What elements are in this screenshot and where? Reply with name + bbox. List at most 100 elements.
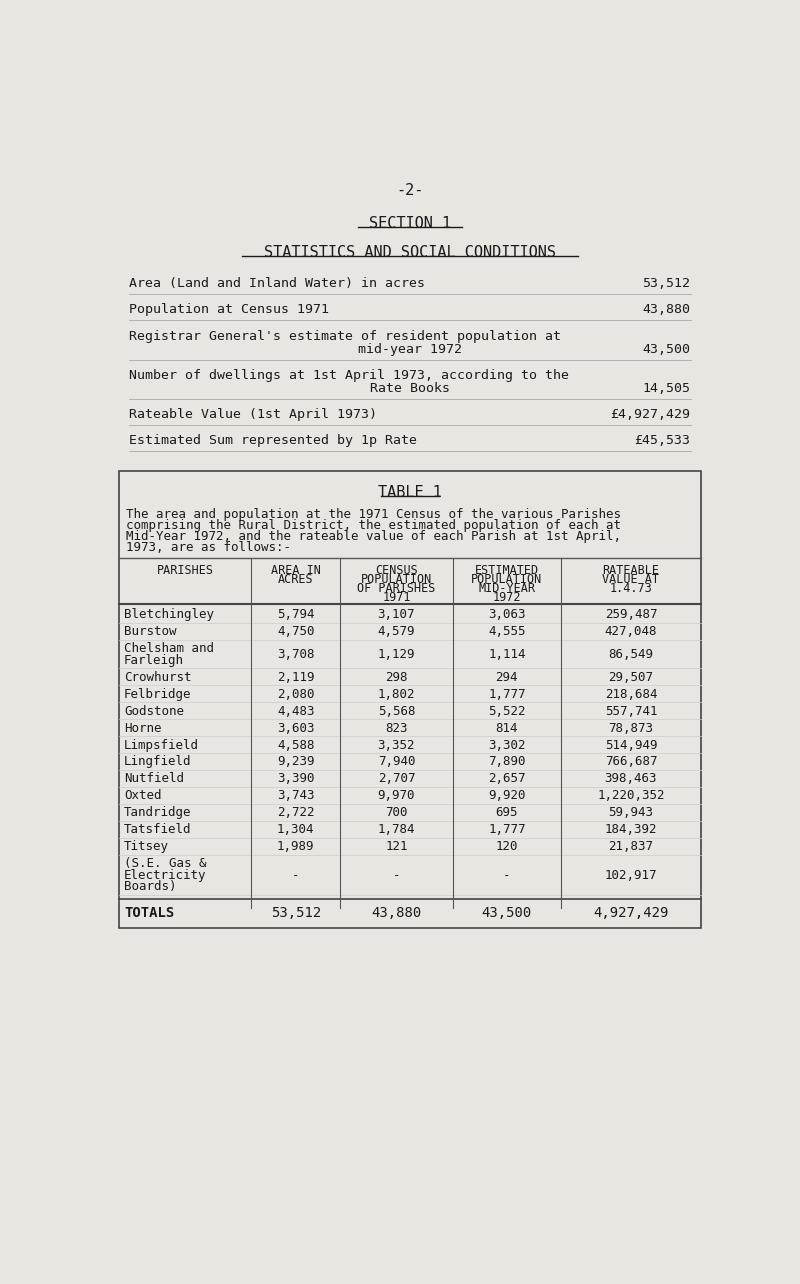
Text: 14,505: 14,505 bbox=[642, 383, 690, 395]
Text: comprising the Rural District, the estimated population of each at: comprising the Rural District, the estim… bbox=[126, 519, 621, 532]
Text: Oxted: Oxted bbox=[124, 790, 162, 802]
Text: Crowhurst: Crowhurst bbox=[124, 670, 191, 684]
Text: £45,533: £45,533 bbox=[634, 434, 690, 447]
Text: Registrar General's estimate of resident population at: Registrar General's estimate of resident… bbox=[130, 330, 562, 343]
Text: PARISHES: PARISHES bbox=[157, 564, 214, 577]
Text: Tandridge: Tandridge bbox=[124, 806, 191, 819]
Text: 9,970: 9,970 bbox=[378, 790, 415, 802]
Text: MID-YEAR: MID-YEAR bbox=[478, 582, 535, 596]
Text: 5,794: 5,794 bbox=[277, 609, 314, 621]
Text: 1,784: 1,784 bbox=[378, 823, 415, 836]
Text: Population at Census 1971: Population at Census 1971 bbox=[130, 303, 330, 316]
Text: 3,107: 3,107 bbox=[378, 609, 415, 621]
Text: Chelsham and: Chelsham and bbox=[124, 642, 214, 655]
Text: 9,239: 9,239 bbox=[277, 755, 314, 768]
Text: POPULATION: POPULATION bbox=[471, 573, 542, 586]
Text: 21,837: 21,837 bbox=[608, 840, 654, 853]
Text: Bletchingley: Bletchingley bbox=[124, 609, 214, 621]
Text: STATISTICS AND SOCIAL CONDITIONS: STATISTICS AND SOCIAL CONDITIONS bbox=[264, 245, 556, 259]
Text: 1,777: 1,777 bbox=[488, 823, 526, 836]
Text: AREA IN: AREA IN bbox=[270, 564, 321, 577]
Text: 2,707: 2,707 bbox=[378, 773, 415, 786]
Text: 695: 695 bbox=[496, 806, 518, 819]
Text: 121: 121 bbox=[385, 840, 408, 853]
Text: 1972: 1972 bbox=[493, 592, 521, 605]
Text: 86,549: 86,549 bbox=[608, 648, 654, 661]
Text: 1973, are as follows:-: 1973, are as follows:- bbox=[126, 541, 290, 553]
Text: Nutfield: Nutfield bbox=[124, 773, 184, 786]
Text: The area and population at the 1971 Census of the various Parishes: The area and population at the 1971 Cens… bbox=[126, 508, 621, 521]
Text: -: - bbox=[292, 869, 299, 882]
Text: 4,588: 4,588 bbox=[277, 738, 314, 751]
Text: Farleigh: Farleigh bbox=[124, 654, 184, 666]
Text: 3,708: 3,708 bbox=[277, 648, 314, 661]
Text: Electricity: Electricity bbox=[124, 869, 206, 882]
Text: 294: 294 bbox=[496, 670, 518, 684]
Text: 5,522: 5,522 bbox=[488, 705, 526, 718]
Text: (S.E. Gas &: (S.E. Gas & bbox=[124, 858, 206, 871]
Text: 3,302: 3,302 bbox=[488, 738, 526, 751]
Text: -: - bbox=[393, 869, 400, 882]
Text: 2,722: 2,722 bbox=[277, 806, 314, 819]
Text: 7,890: 7,890 bbox=[488, 755, 526, 768]
Text: 2,657: 2,657 bbox=[488, 773, 526, 786]
Text: 4,483: 4,483 bbox=[277, 705, 314, 718]
Text: 78,873: 78,873 bbox=[608, 722, 654, 734]
Text: 3,390: 3,390 bbox=[277, 773, 314, 786]
Text: Rateable Value (1st April 1973): Rateable Value (1st April 1973) bbox=[130, 408, 378, 421]
Text: 3,743: 3,743 bbox=[277, 790, 314, 802]
Text: Number of dwellings at 1st April 1973, according to the: Number of dwellings at 1st April 1973, a… bbox=[130, 369, 570, 381]
Text: Tatsfield: Tatsfield bbox=[124, 823, 191, 836]
Bar bbox=[119, 471, 701, 928]
Text: Mid-Year 1972, and the rateable value of each Parish at 1st April,: Mid-Year 1972, and the rateable value of… bbox=[126, 530, 621, 543]
Text: RATEABLE: RATEABLE bbox=[602, 564, 659, 577]
Text: 1971: 1971 bbox=[382, 592, 410, 605]
Text: 59,943: 59,943 bbox=[608, 806, 654, 819]
Text: 514,949: 514,949 bbox=[605, 738, 657, 751]
Text: -2-: -2- bbox=[396, 184, 424, 198]
Text: 700: 700 bbox=[385, 806, 408, 819]
Text: 102,917: 102,917 bbox=[605, 869, 657, 882]
Text: 43,500: 43,500 bbox=[642, 343, 690, 356]
Text: 53,512: 53,512 bbox=[270, 907, 321, 921]
Text: 184,392: 184,392 bbox=[605, 823, 657, 836]
Text: 53,512: 53,512 bbox=[642, 277, 690, 290]
Text: ESTIMATED: ESTIMATED bbox=[475, 564, 539, 577]
Text: Lingfield: Lingfield bbox=[124, 755, 191, 768]
Text: 823: 823 bbox=[385, 722, 408, 734]
Text: 557,741: 557,741 bbox=[605, 705, 657, 718]
Text: 43,880: 43,880 bbox=[371, 907, 422, 921]
Text: £4,927,429: £4,927,429 bbox=[610, 408, 690, 421]
Text: 43,500: 43,500 bbox=[482, 907, 532, 921]
Text: 398,463: 398,463 bbox=[605, 773, 657, 786]
Text: ACRES: ACRES bbox=[278, 573, 314, 586]
Text: 259,487: 259,487 bbox=[605, 609, 657, 621]
Text: 120: 120 bbox=[496, 840, 518, 853]
Text: 7,940: 7,940 bbox=[378, 755, 415, 768]
Text: TABLE 1: TABLE 1 bbox=[378, 485, 442, 501]
Text: VALUE AT: VALUE AT bbox=[602, 573, 659, 586]
Text: CENSUS: CENSUS bbox=[375, 564, 418, 577]
Text: 1,129: 1,129 bbox=[378, 648, 415, 661]
Text: 4,555: 4,555 bbox=[488, 625, 526, 638]
Text: 3,352: 3,352 bbox=[378, 738, 415, 751]
Text: 427,048: 427,048 bbox=[605, 625, 657, 638]
Text: 2,119: 2,119 bbox=[277, 670, 314, 684]
Text: Horne: Horne bbox=[124, 722, 162, 734]
Text: Burstow: Burstow bbox=[124, 625, 177, 638]
Text: 1,220,352: 1,220,352 bbox=[597, 790, 665, 802]
Text: Godstone: Godstone bbox=[124, 705, 184, 718]
Text: 298: 298 bbox=[385, 670, 408, 684]
Text: OF PARISHES: OF PARISHES bbox=[358, 582, 436, 596]
Text: -: - bbox=[503, 869, 510, 882]
Text: 1,777: 1,777 bbox=[488, 688, 526, 701]
Text: Titsey: Titsey bbox=[124, 840, 169, 853]
Text: 43,880: 43,880 bbox=[642, 303, 690, 316]
Text: 1.4.73: 1.4.73 bbox=[610, 582, 652, 596]
Text: 1,802: 1,802 bbox=[378, 688, 415, 701]
Text: 1,114: 1,114 bbox=[488, 648, 526, 661]
Text: mid-year 1972: mid-year 1972 bbox=[358, 343, 462, 356]
Text: 9,920: 9,920 bbox=[488, 790, 526, 802]
Text: 5,568: 5,568 bbox=[378, 705, 415, 718]
Text: 3,063: 3,063 bbox=[488, 609, 526, 621]
